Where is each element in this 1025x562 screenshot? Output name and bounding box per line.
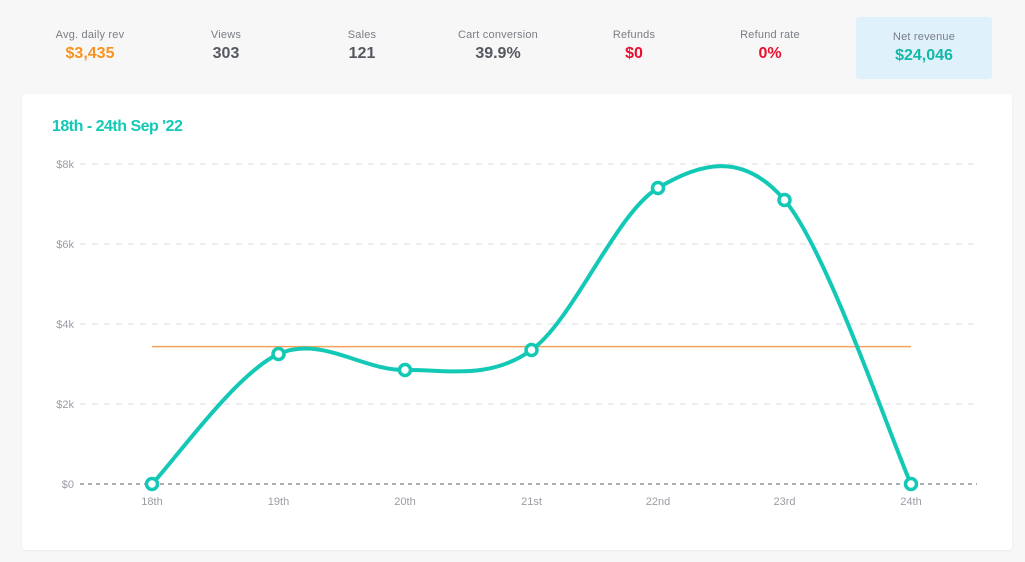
stat-value: $0 <box>625 45 643 62</box>
chart-grid <box>80 163 977 485</box>
stat-value: 0% <box>758 45 782 62</box>
stat-value: $24,046 <box>895 47 953 64</box>
chart-card: 18th - 24th Sep '22 $0 $2k $4k $6k $8k 18th 1… <box>22 94 1012 550</box>
data-point[interactable] <box>777 192 792 208</box>
chart-series <box>150 164 913 486</box>
data-point[interactable] <box>397 362 413 378</box>
x-axis-ticks: 18th 19th 20th 21st 22nd 23rd 24th <box>141 496 921 508</box>
stat-refund-rate: Refund rate 0% <box>702 28 838 64</box>
y-axis-ticks: $0 $2k $4k $6k $8k <box>56 159 74 491</box>
stat-cart-conversion: Cart conversion 39.9% <box>430 28 566 64</box>
y-tick-label: $8k <box>56 159 74 171</box>
stat-sales: Sales 121 <box>294 28 430 64</box>
stat-value: 39.9% <box>475 45 521 62</box>
x-tick-label: 24th <box>900 496 921 508</box>
stat-label: Avg. daily rev <box>55 29 125 41</box>
stat-value: 121 <box>348 45 376 62</box>
x-tick-label: 22nd <box>646 496 670 508</box>
stat-label: Refunds <box>612 29 656 41</box>
revenue-series-line <box>150 164 913 486</box>
y-tick-label: $6k <box>56 239 74 251</box>
x-tick-label: 23rd <box>773 496 795 508</box>
revenue-line-chart: $0 $2k $4k $6k $8k 18th 19th 20th 21st 22nd 23rd 2… <box>56 159 977 508</box>
stat-label: Views <box>210 29 242 41</box>
data-point[interactable] <box>271 346 286 362</box>
stat-views: Views 303 <box>158 28 294 64</box>
stats-bar: Avg. daily rev $3,435 Views 303 Sales 12… <box>22 0 1025 92</box>
stat-label: Refund rate <box>740 29 800 41</box>
stat-net-revenue[interactable]: Net revenue $24,046 <box>856 17 992 79</box>
data-point[interactable] <box>524 342 539 358</box>
stat-value: 303 <box>212 45 240 62</box>
x-tick-label: 18th <box>141 496 162 508</box>
y-tick-label: $0 <box>62 479 74 491</box>
stat-refunds: Refunds $0 <box>566 28 702 64</box>
x-tick-label: 20th <box>394 496 415 508</box>
chart-title: 18th - 24th Sep '22 <box>52 118 183 135</box>
stat-value: $3,435 <box>65 45 115 62</box>
y-tick-label: $2k <box>56 399 74 411</box>
stat-label: Net revenue <box>892 31 956 43</box>
x-tick-label: 21st <box>521 496 542 508</box>
data-point[interactable] <box>650 180 666 196</box>
y-tick-label: $4k <box>56 319 74 331</box>
chart-points <box>144 180 919 492</box>
stat-label: Sales <box>347 29 377 41</box>
data-point[interactable] <box>144 476 160 492</box>
data-point[interactable] <box>903 476 919 492</box>
stat-label: Cart conversion <box>457 29 539 41</box>
stat-avg-daily-rev: Avg. daily rev $3,435 <box>22 28 158 64</box>
x-tick-label: 19th <box>268 496 289 508</box>
